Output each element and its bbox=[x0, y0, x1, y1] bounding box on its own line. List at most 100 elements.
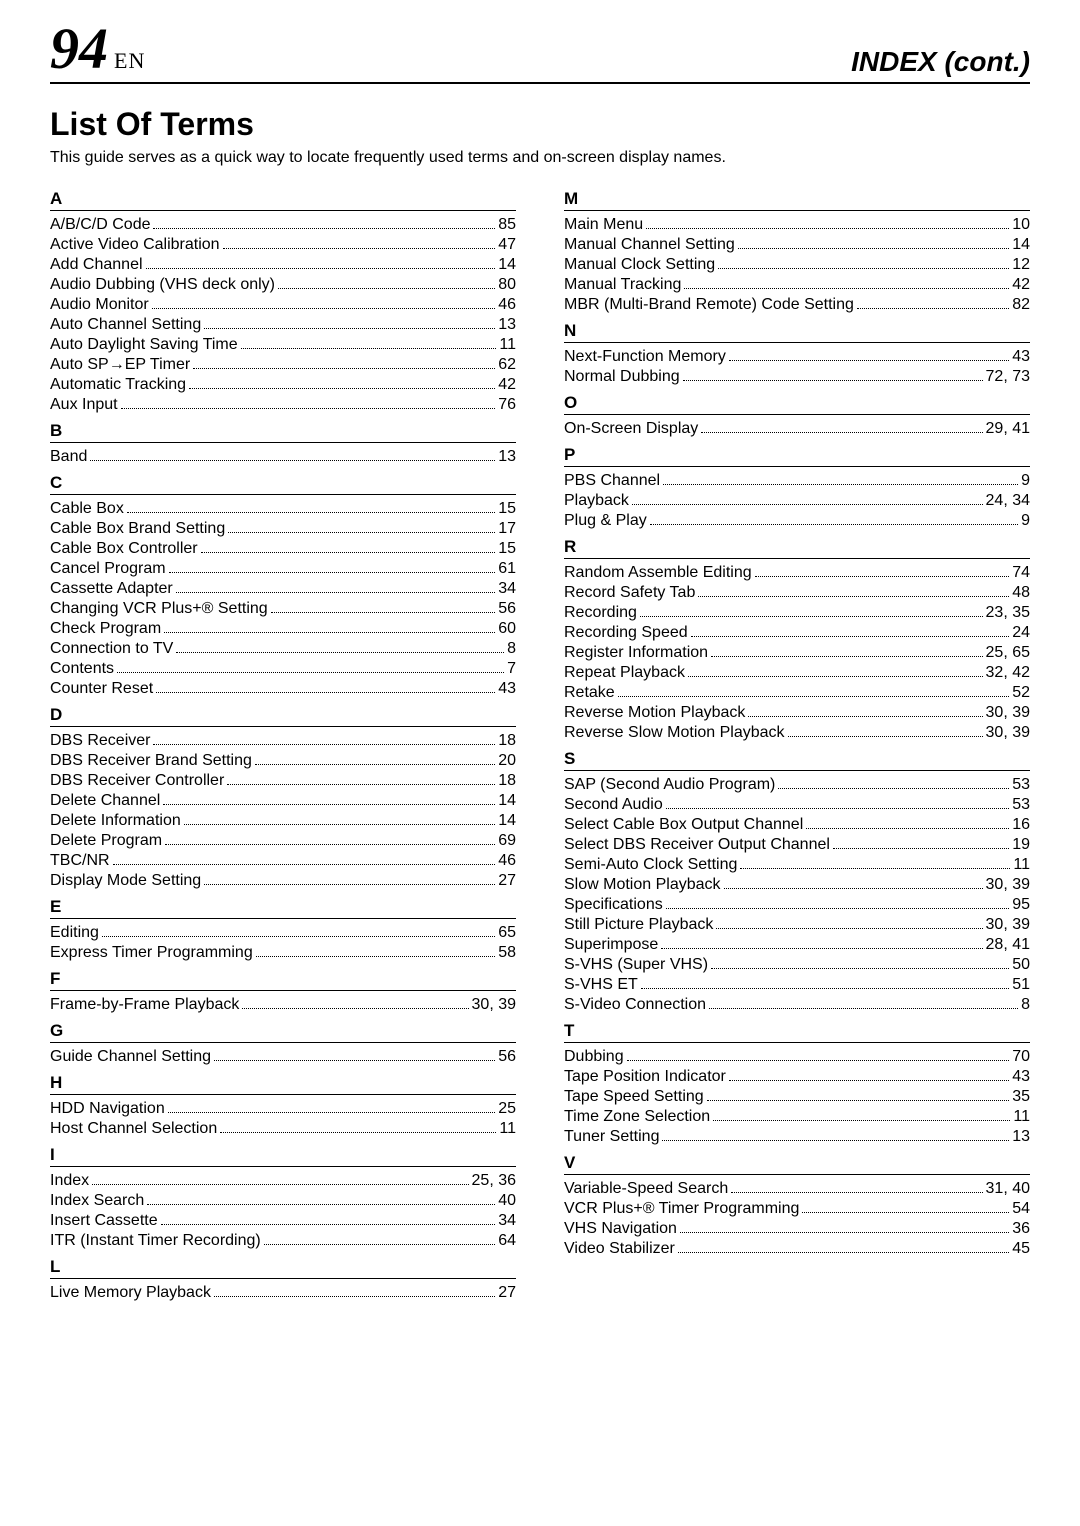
index-page: 32, 42 bbox=[986, 663, 1030, 683]
dot-leader bbox=[802, 1212, 1009, 1213]
dot-leader bbox=[666, 808, 1009, 809]
index-entry: Audio Dubbing (VHS deck only) 80 bbox=[50, 275, 516, 295]
index-entry: Select Cable Box Output Channel 16 bbox=[564, 815, 1030, 835]
dot-leader bbox=[716, 928, 982, 929]
index-entry: Dubbing 70 bbox=[564, 1047, 1030, 1067]
index-term: S-VHS (Super VHS) bbox=[564, 955, 708, 975]
dot-leader bbox=[627, 1060, 1010, 1061]
index-term: Band bbox=[50, 447, 87, 467]
index-page: 54 bbox=[1012, 1199, 1030, 1219]
index-page: 51 bbox=[1012, 975, 1030, 995]
dot-leader bbox=[632, 504, 983, 505]
index-page: 24, 34 bbox=[986, 491, 1030, 511]
index-page: 23, 35 bbox=[986, 603, 1030, 623]
index-page: 46 bbox=[498, 851, 516, 871]
index-term: Cable Box bbox=[50, 499, 124, 519]
index-term: TBC/NR bbox=[50, 851, 110, 871]
index-term: DBS Receiver Brand Setting bbox=[50, 751, 252, 771]
index-term: Manual Tracking bbox=[564, 275, 681, 295]
index-entry: Specifications 95 bbox=[564, 895, 1030, 915]
index-entry: Still Picture Playback 30, 39 bbox=[564, 915, 1030, 935]
index-term: VCR Plus+® Timer Programming bbox=[564, 1199, 799, 1219]
index-entry: Tape Speed Setting 35 bbox=[564, 1087, 1030, 1107]
dot-leader bbox=[701, 432, 982, 433]
index-page: 25 bbox=[498, 1099, 516, 1119]
index-page: 80 bbox=[498, 275, 516, 295]
page-title: List Of Terms bbox=[50, 106, 1030, 143]
index-term: A/B/C/D Code bbox=[50, 215, 150, 235]
index-page: 61 bbox=[498, 559, 516, 579]
index-page: 11 bbox=[499, 1119, 516, 1139]
index-term: Playback bbox=[564, 491, 629, 511]
index-entry: Automatic Tracking 42 bbox=[50, 375, 516, 395]
index-entry: Display Mode Setting 27 bbox=[50, 871, 516, 891]
index-entry: Variable-Speed Search 31, 40 bbox=[564, 1179, 1030, 1199]
index-term: Delete Information bbox=[50, 811, 181, 831]
letter-heading: O bbox=[564, 393, 1030, 415]
letter-heading: A bbox=[50, 189, 516, 211]
index-page: 24 bbox=[1012, 623, 1030, 643]
dot-leader bbox=[163, 804, 495, 805]
index-page: 30, 39 bbox=[986, 703, 1030, 723]
left-column: AA/B/C/D Code 85Active Video Calibration… bbox=[50, 183, 516, 1303]
index-term: Cable Box Controller bbox=[50, 539, 198, 559]
index-term: Specifications bbox=[564, 895, 663, 915]
letter-heading: B bbox=[50, 421, 516, 443]
index-entry: Cable Box Brand Setting 17 bbox=[50, 519, 516, 539]
index-entry: Select DBS Receiver Output Channel 19 bbox=[564, 835, 1030, 855]
index-term: Frame-by-Frame Playback bbox=[50, 995, 239, 1015]
index-entry: TBC/NR 46 bbox=[50, 851, 516, 871]
index-page: 13 bbox=[1012, 1127, 1030, 1147]
dot-leader bbox=[718, 268, 1009, 269]
index-term: Add Channel bbox=[50, 255, 143, 275]
index-term: VHS Navigation bbox=[564, 1219, 677, 1239]
letter-heading: C bbox=[50, 473, 516, 495]
index-page: 43 bbox=[498, 679, 516, 699]
letter-heading: V bbox=[564, 1153, 1030, 1175]
index-page: 74 bbox=[1012, 563, 1030, 583]
dot-leader bbox=[127, 512, 495, 513]
index-term: On-Screen Display bbox=[564, 419, 698, 439]
index-page: 30, 39 bbox=[472, 995, 516, 1015]
letter-heading: G bbox=[50, 1021, 516, 1043]
index-term: Tape Position Indicator bbox=[564, 1067, 726, 1087]
index-term: Live Memory Playback bbox=[50, 1283, 211, 1303]
dot-leader bbox=[662, 1140, 1009, 1141]
dot-leader bbox=[646, 228, 1009, 229]
dot-leader bbox=[698, 596, 1009, 597]
index-page: 53 bbox=[1012, 795, 1030, 815]
dot-leader bbox=[153, 744, 495, 745]
index-entry: On-Screen Display 29, 41 bbox=[564, 419, 1030, 439]
dot-leader bbox=[688, 676, 983, 677]
index-entry: S-VHS (Super VHS) 50 bbox=[564, 955, 1030, 975]
header-bar: 94 EN INDEX (cont.) bbox=[50, 20, 1030, 84]
index-entry: Next-Function Memory 43 bbox=[564, 347, 1030, 367]
dot-leader bbox=[147, 1204, 495, 1205]
index-page: 17 bbox=[498, 519, 516, 539]
dot-leader bbox=[176, 592, 495, 593]
index-entry: Cable Box Controller 15 bbox=[50, 539, 516, 559]
index-term: Editing bbox=[50, 923, 99, 943]
dot-leader bbox=[201, 552, 496, 553]
index-term: Changing VCR Plus+® Setting bbox=[50, 599, 268, 619]
index-term: Normal Dubbing bbox=[564, 367, 680, 387]
index-entry: Cancel Program 61 bbox=[50, 559, 516, 579]
index-page: 19 bbox=[1012, 835, 1030, 855]
index-term: Superimpose bbox=[564, 935, 658, 955]
index-term: Index Search bbox=[50, 1191, 144, 1211]
dot-leader bbox=[161, 1224, 496, 1225]
index-term: Manual Clock Setting bbox=[564, 255, 715, 275]
dot-leader bbox=[641, 988, 1009, 989]
index-term: Variable-Speed Search bbox=[564, 1179, 728, 1199]
index-entry: Auto SP→EP Timer 62 bbox=[50, 355, 516, 375]
index-page: 69 bbox=[498, 831, 516, 851]
index-term: Counter Reset bbox=[50, 679, 153, 699]
index-term: Main Menu bbox=[564, 215, 643, 235]
dot-leader bbox=[164, 632, 495, 633]
dot-leader bbox=[271, 612, 496, 613]
dot-leader bbox=[220, 1132, 496, 1133]
index-page: 85 bbox=[498, 215, 516, 235]
index-page: 46 bbox=[498, 295, 516, 315]
letter-heading: T bbox=[564, 1021, 1030, 1043]
index-term: Check Program bbox=[50, 619, 161, 639]
